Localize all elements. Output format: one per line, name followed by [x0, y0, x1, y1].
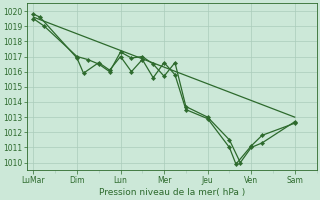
X-axis label: Pression niveau de la mer( hPa ): Pression niveau de la mer( hPa )	[99, 188, 245, 197]
